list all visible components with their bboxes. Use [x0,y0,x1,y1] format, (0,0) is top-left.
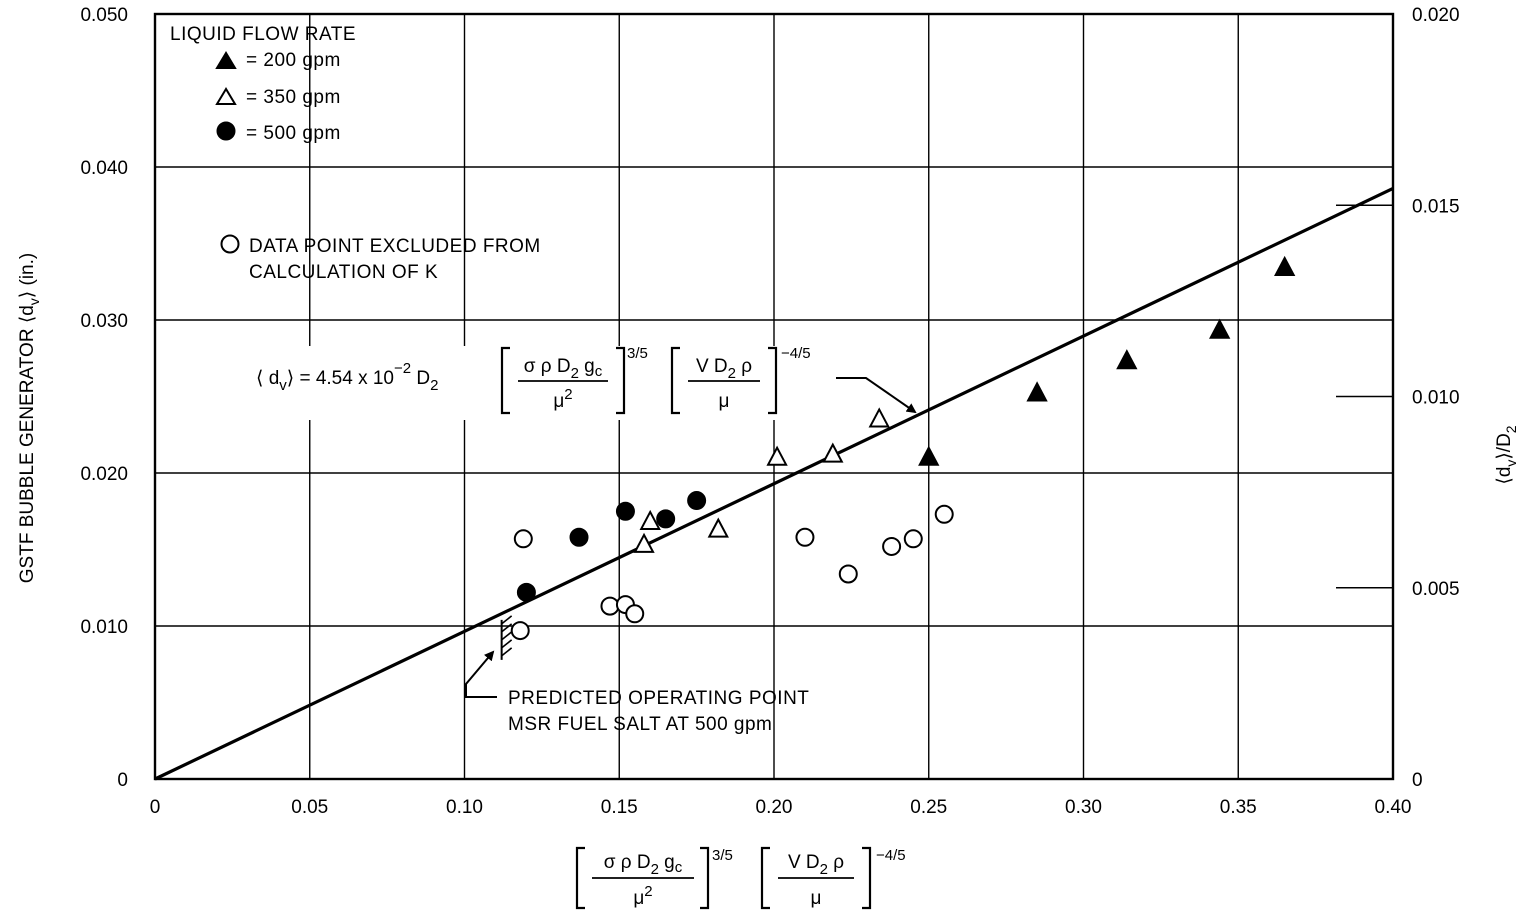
data-point-350gpm [868,407,890,428]
fit-line [154,186,1394,781]
data-point-500gpm [516,582,536,602]
xlabel-group1-numer: σ ρ D2 gc [604,852,683,878]
y-axis-label: GSTF BUBBLE GENERATOR ⟨dv⟩ (in.) [17,253,42,583]
hatch-tick [501,615,513,625]
predicted-operating-point-annotation: PREDICTED OPERATING POINT MSR FUEL SALT … [465,615,809,735]
y2-tick-label: 0.005 [1412,579,1460,600]
y2-tick-label: 0 [1412,770,1423,791]
y2-tick-label: 0.015 [1412,196,1460,217]
y2-tick-label: 0.010 [1412,388,1460,409]
y-tick-label: 0.050 [80,5,128,26]
data-point-excluded [795,527,815,547]
annotation-line2: MSR FUEL SALT AT 500 gpm [508,714,772,735]
data-point-excluded [903,529,923,549]
hatch-tick [501,623,513,633]
xlabel-group2-exp: −4/5 [876,847,906,864]
xlabel-group1-exp: 3/5 [712,847,733,864]
y-tick-label: 0 [117,770,128,791]
data-point-excluded [513,529,533,549]
equation-leader-arrow [836,377,917,414]
x-tick-label: 0.20 [756,797,793,818]
legend: LIQUID FLOW RATE = 200 gpm = 350 gpm = 5… [170,24,541,283]
data-point-350gpm [822,442,844,463]
legend-title: LIQUID FLOW RATE [170,24,356,45]
legend-entry-350: = 350 gpm [246,87,341,108]
equation-bracket-2 [670,346,778,415]
xlabel-group1-denom: μ2 [633,883,652,909]
data-point-500gpm [569,527,589,547]
equation-group2-numer: V D2 ρ [696,356,752,382]
equation-lhs: ⟨ dv⟩ = 4.54 x 10−2 D2 [256,360,438,394]
data-point-excluded [838,564,858,584]
hatch-tick [501,639,513,649]
y2-axis-label: ⟨dv⟩/D2 [1494,425,1519,484]
xlabel-bracket-1 [575,846,710,910]
x-tick-label: 0.10 [446,797,483,818]
equation-group2-denom: μ [719,391,730,412]
equation-bracket-1 [500,346,626,415]
operating-point-leader-arrow [465,650,497,698]
legend-marker-filled-circle [216,121,236,141]
y-tick-label: 0.010 [80,617,128,638]
y-tick-label: 0.020 [80,464,128,485]
x-tick-label: 0.40 [1375,797,1412,818]
fit-equation: ⟨ dv⟩ = 4.54 x 10−2 D2 σ ρ D2 gc μ2 3/5 … [252,345,917,420]
legend-marker-filled-triangle [215,51,237,69]
x-tick-label: 0.25 [910,797,947,818]
operating-point-hatch [500,615,513,660]
data-point-500gpm [615,501,635,521]
data-point-excluded [934,504,954,524]
legend-marker-open-circle [220,234,240,254]
annotation-line1: PREDICTED OPERATING POINT [508,688,809,709]
data-point-200gpm [1209,318,1231,339]
equation-group1-numer: σ ρ D2 gc [524,356,603,382]
data-point-excluded [510,621,530,641]
x-axis-label: σ ρ D2 gc μ2 3/5 V D2 ρ μ −4/5 [575,846,906,910]
legend-entry-200: = 200 gpm [246,50,341,71]
hatch-tick [501,647,513,657]
xlabel-group2-denom: μ [811,888,822,909]
data-point-200gpm [1274,255,1296,276]
x-tick-label: 0.35 [1220,797,1257,818]
legend-marker-open-triangle [215,87,237,105]
data-point-200gpm [1026,381,1048,402]
y-tick-label: 0.040 [80,158,128,179]
data-point-500gpm [656,509,676,529]
data-point-200gpm [1116,349,1138,370]
data-point-350gpm [766,445,788,466]
data-point-excluded [625,604,645,624]
data-point-excluded [600,596,620,616]
x-tick-label: 0.05 [291,797,328,818]
xlabel-group2-numer: V D2 ρ [788,852,844,878]
data-point-500gpm [687,491,707,511]
legend-entry-500: = 500 gpm [246,123,341,144]
x-tick-label: 0.15 [601,797,638,818]
data-points [510,255,1296,641]
equation-group1-exp: 3/5 [627,345,648,362]
legend-excluded-line2: CALCULATION OF K [249,262,438,283]
data-point-350gpm [633,532,655,553]
fit-line-layer [154,186,1394,781]
x-tick-label: 0.30 [1065,797,1102,818]
gridlines [155,14,1393,779]
axes: 0 0.05 0.10 0.15 0.20 0.25 0.30 0.35 0.4000.0100… [80,5,1459,818]
y-tick-label: 0.030 [80,311,128,332]
xlabel-bracket-2 [760,846,872,910]
y2-tick-label: 0.020 [1412,5,1460,26]
equation-group2-exp: −4/5 [781,345,811,362]
data-point-200gpm [918,445,940,466]
data-point-350gpm [639,509,661,530]
hatch-tick [501,631,513,641]
legend-excluded-line1: DATA POINT EXCLUDED FROM [249,236,541,257]
x-tick-label: 0 [150,797,161,818]
equation-group1-denom: μ2 [553,386,572,412]
data-point-350gpm [707,517,729,538]
data-point-excluded [882,536,902,556]
